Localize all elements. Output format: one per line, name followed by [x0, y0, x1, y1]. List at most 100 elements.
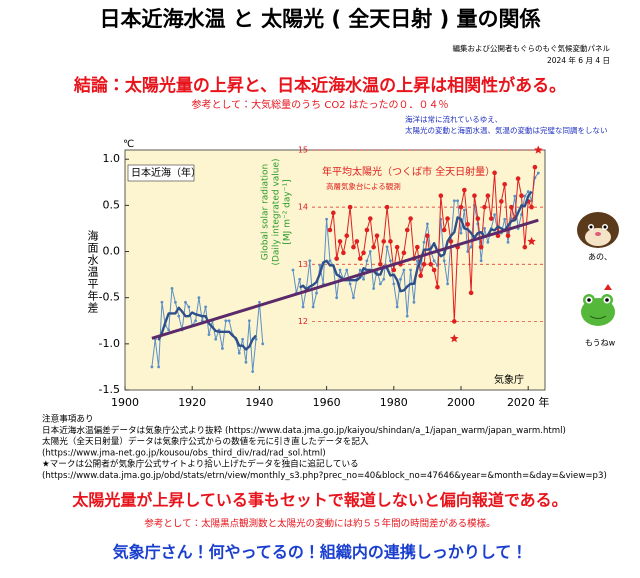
data-point: [311, 305, 315, 309]
data-point: [428, 261, 434, 267]
data-point: [483, 227, 486, 230]
data-point: [532, 164, 538, 170]
data-point: [244, 360, 248, 364]
series-line: [151, 218, 539, 340]
data-point: [331, 210, 336, 216]
data-point: [204, 305, 208, 309]
data-point: [506, 240, 510, 244]
data-point: [382, 277, 386, 281]
data-point: [381, 239, 387, 244]
data-point: [502, 181, 507, 187]
data-point: [493, 213, 496, 217]
data-point: [345, 268, 349, 272]
data-point: [503, 217, 507, 221]
character-caption: もうねw: [585, 339, 616, 348]
data-point: [261, 342, 265, 346]
data-point: [337, 239, 343, 244]
data-point: [485, 193, 491, 199]
appeal: 気象庁さん！何やってるの！組織内の連携しっかりして！: [113, 543, 528, 562]
x-tick-label: 1920: [178, 396, 206, 409]
data-point: [402, 268, 406, 272]
data-point: [408, 216, 413, 221]
data-point: [462, 208, 466, 212]
x-tick-label: 1940: [245, 396, 273, 409]
data-point: [412, 300, 416, 304]
data-point: [536, 171, 540, 175]
data-point: [364, 227, 370, 233]
data-point: [308, 259, 312, 263]
data-point: [505, 233, 511, 239]
data-point: [456, 199, 460, 203]
data-point: [371, 244, 376, 250]
data-point: [418, 273, 423, 279]
y-tick-label: 0.0: [103, 245, 121, 258]
data-point: [368, 250, 372, 253]
data-point: [448, 239, 454, 244]
data-point: [334, 256, 339, 261]
data-point: [523, 194, 527, 198]
data-point: [415, 244, 420, 250]
data-point: [513, 194, 517, 198]
data-point: [475, 216, 481, 221]
note-line: 注意事項あり: [42, 413, 94, 425]
publisher: 編集および公開者もぐらのもぐ気候変動パネル: [453, 43, 611, 53]
data-point: [488, 216, 494, 221]
data-point: [184, 300, 187, 304]
x-tick-label: 1980: [380, 396, 408, 409]
data-point: [354, 239, 360, 244]
data-point: [426, 222, 429, 226]
note-line: (https://www.data.jma.go.jp/obd/stats/et…: [42, 471, 607, 481]
data-point: [472, 193, 477, 199]
data-point: [526, 190, 530, 193]
data-point: [378, 282, 382, 286]
y2-axis-label: (Daily integrated value): [272, 158, 282, 265]
data-point: [409, 268, 412, 272]
data-point: [227, 319, 231, 323]
data-point: [509, 204, 514, 210]
data-point: [335, 296, 339, 300]
note-line: 日本近海水温偏差データは気象庁公式より抜粋 (https://www.data.…: [42, 424, 566, 436]
y2-axis-label: [MJ m⁻² day⁻¹]: [283, 179, 293, 244]
source: 気象庁: [494, 373, 524, 386]
data-point: [441, 227, 447, 233]
y2-subtitle: 高層気象台による観測: [326, 181, 401, 191]
data-point: [367, 216, 373, 221]
data-point: [421, 261, 427, 267]
data-point: [394, 244, 400, 250]
data-point: [519, 193, 524, 199]
data-point: [170, 287, 174, 290]
data-point: [435, 284, 440, 290]
x-tick-label: 2000: [447, 396, 475, 409]
data-point: [361, 250, 366, 256]
note-line: (https://www.jma-net.go.jp/kousou/obs_th…: [42, 448, 326, 458]
data-point: [399, 277, 402, 281]
data-point: [492, 170, 497, 176]
note-line: 太陽光（全天日射量）データは気象庁公式からの数値を元に引き直したデータを記入: [42, 435, 369, 447]
data-point: [167, 328, 171, 332]
data-point: [529, 204, 534, 210]
data-point: [404, 227, 410, 233]
y-unit: ℃: [123, 139, 134, 150]
data-point: [352, 296, 355, 300]
conclusion: 結論：太陽光量の上昇と、日本近海水温の上昇は相関性がある。: [73, 75, 566, 96]
data-point: [392, 282, 396, 286]
data-point: [207, 333, 211, 337]
y-tick-label: -0.5: [99, 291, 120, 304]
y2-tick-label: 15: [298, 146, 308, 155]
y-tick-label: -1.0: [99, 337, 120, 350]
data-point: [221, 347, 224, 350]
date: 2024 年 6 月 4 日: [547, 55, 610, 65]
frog-character: [581, 284, 615, 326]
data-point: [315, 291, 318, 295]
data-point: [495, 233, 501, 239]
note-line: ★マークは公開者が気象庁公式サイトより拾い上げたデータを独自に追記している: [42, 458, 359, 470]
data-point: [224, 319, 228, 323]
data-point: [462, 187, 467, 193]
data-point: [160, 300, 164, 304]
y-tick-label: 1.0: [103, 152, 121, 165]
data-point: [291, 268, 295, 272]
x-tick-label: 1900: [111, 396, 139, 409]
data-point: [174, 300, 177, 304]
